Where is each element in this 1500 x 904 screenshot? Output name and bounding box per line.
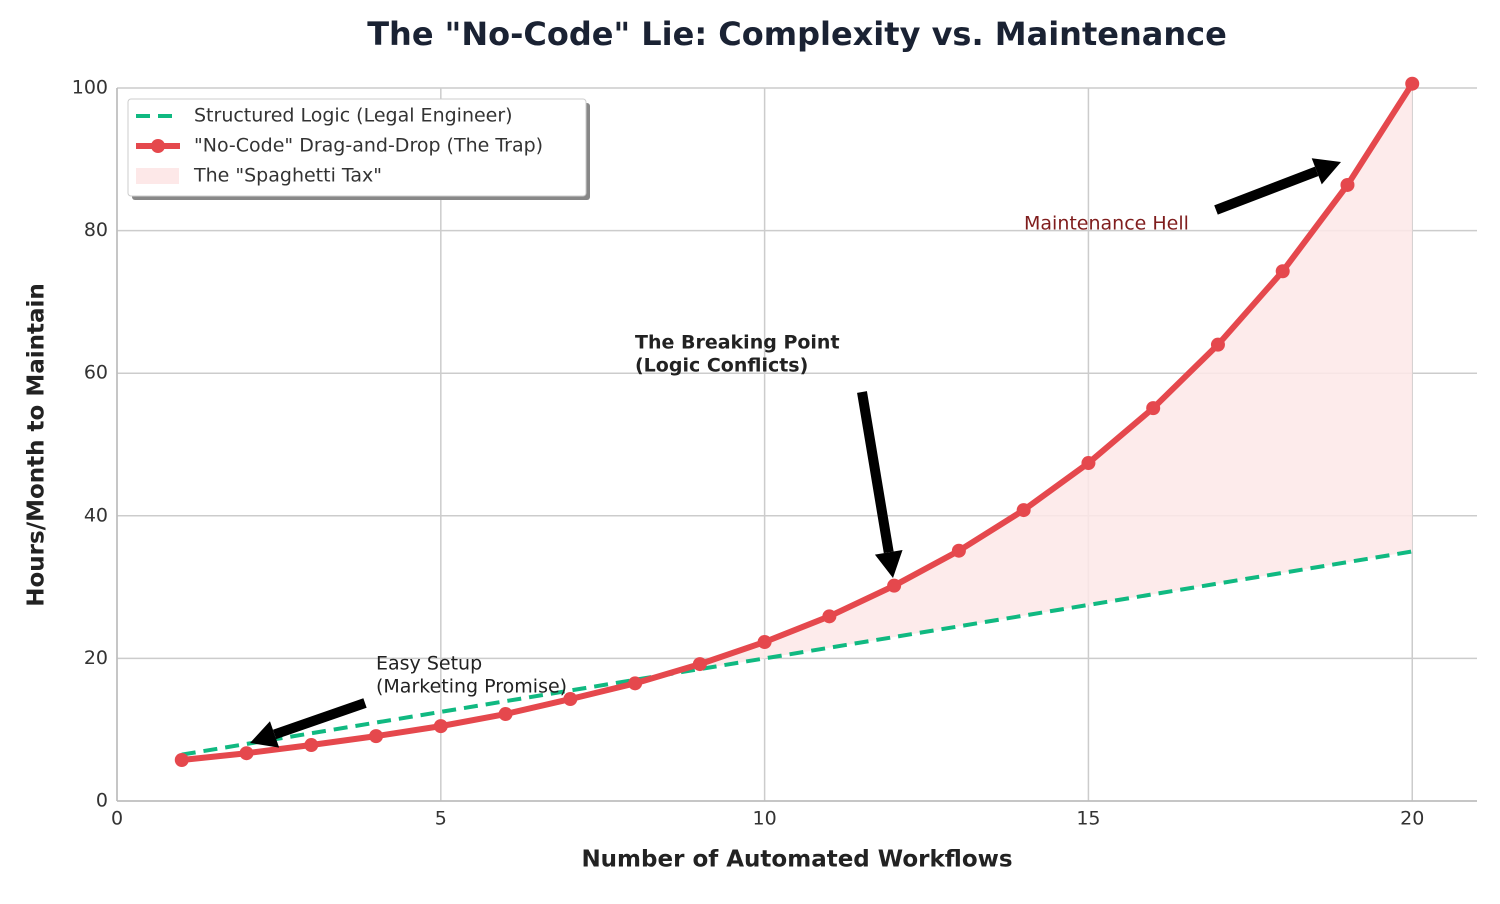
data-point [822, 609, 837, 624]
data-point [951, 543, 966, 558]
data-point [757, 635, 772, 650]
chart-title: The "No-Code" Lie: Complexity vs. Mainte… [367, 15, 1227, 53]
y-tick-label: 80 [84, 219, 108, 241]
legend-swatch [136, 168, 179, 184]
data-point [1146, 401, 1161, 416]
y-tick-label: 0 [96, 790, 108, 812]
legend-label: Structured Logic (Legal Engineer) [194, 105, 513, 127]
data-point [1081, 456, 1096, 471]
x-tick-label: 20 [1400, 808, 1424, 830]
data-point [433, 719, 448, 734]
data-point [563, 692, 578, 707]
annotation-text: The Breaking Point [635, 332, 840, 354]
data-point [1016, 503, 1031, 518]
x-tick-label: 5 [435, 808, 447, 830]
spaghetti-tax-area [699, 83, 1413, 670]
annotation-arrow [272, 698, 367, 740]
series-line [181, 82, 1415, 763]
legend: Structured Logic (Legal Engineer) "No-Cod… [127, 98, 590, 200]
annotation-arrowhead [874, 550, 903, 578]
annotation-text: (Logic Conflicts) [635, 355, 808, 377]
series-line [181, 549, 1413, 757]
annotation-text: (Marketing Promise) [376, 676, 567, 698]
data-point [174, 753, 189, 768]
data-point [692, 657, 707, 672]
legend-label: The "Spaghetti Tax" [193, 165, 382, 187]
data-point [887, 578, 902, 593]
y-tick-label: 60 [84, 362, 108, 384]
data-point [1275, 264, 1290, 279]
data-point [498, 707, 513, 722]
data-point [628, 676, 643, 691]
x-axis-label: Number of Automated Workflows [581, 847, 1012, 873]
legend-marker [151, 139, 165, 153]
annotation-arrowhead [250, 721, 280, 748]
data-point [239, 746, 254, 761]
y-tick-label: 40 [84, 504, 108, 526]
annotation-text: Easy Setup [376, 653, 482, 675]
data-point [369, 729, 384, 744]
legend-label: "No-Code" Drag-and-Drop (The Trap) [194, 135, 543, 157]
data-point [304, 738, 319, 753]
data-point [1210, 337, 1225, 352]
data-point [1405, 76, 1420, 91]
x-tick-label: 15 [1076, 808, 1100, 830]
y-tick-label: 100 [72, 77, 108, 99]
y-axis-label: Hours/Month to Maintain [24, 283, 50, 607]
x-tick-label: 0 [111, 808, 123, 830]
annotation-arrowhead [1311, 158, 1341, 185]
x-tick-label: 10 [753, 808, 777, 830]
legend-box [127, 98, 587, 197]
annotation-arrow [857, 391, 894, 554]
annotation-text: Maintenance Hell [1024, 213, 1189, 235]
annotation-arrow [1214, 166, 1319, 215]
y-tick-label: 20 [84, 647, 108, 669]
data-point [1340, 177, 1355, 192]
